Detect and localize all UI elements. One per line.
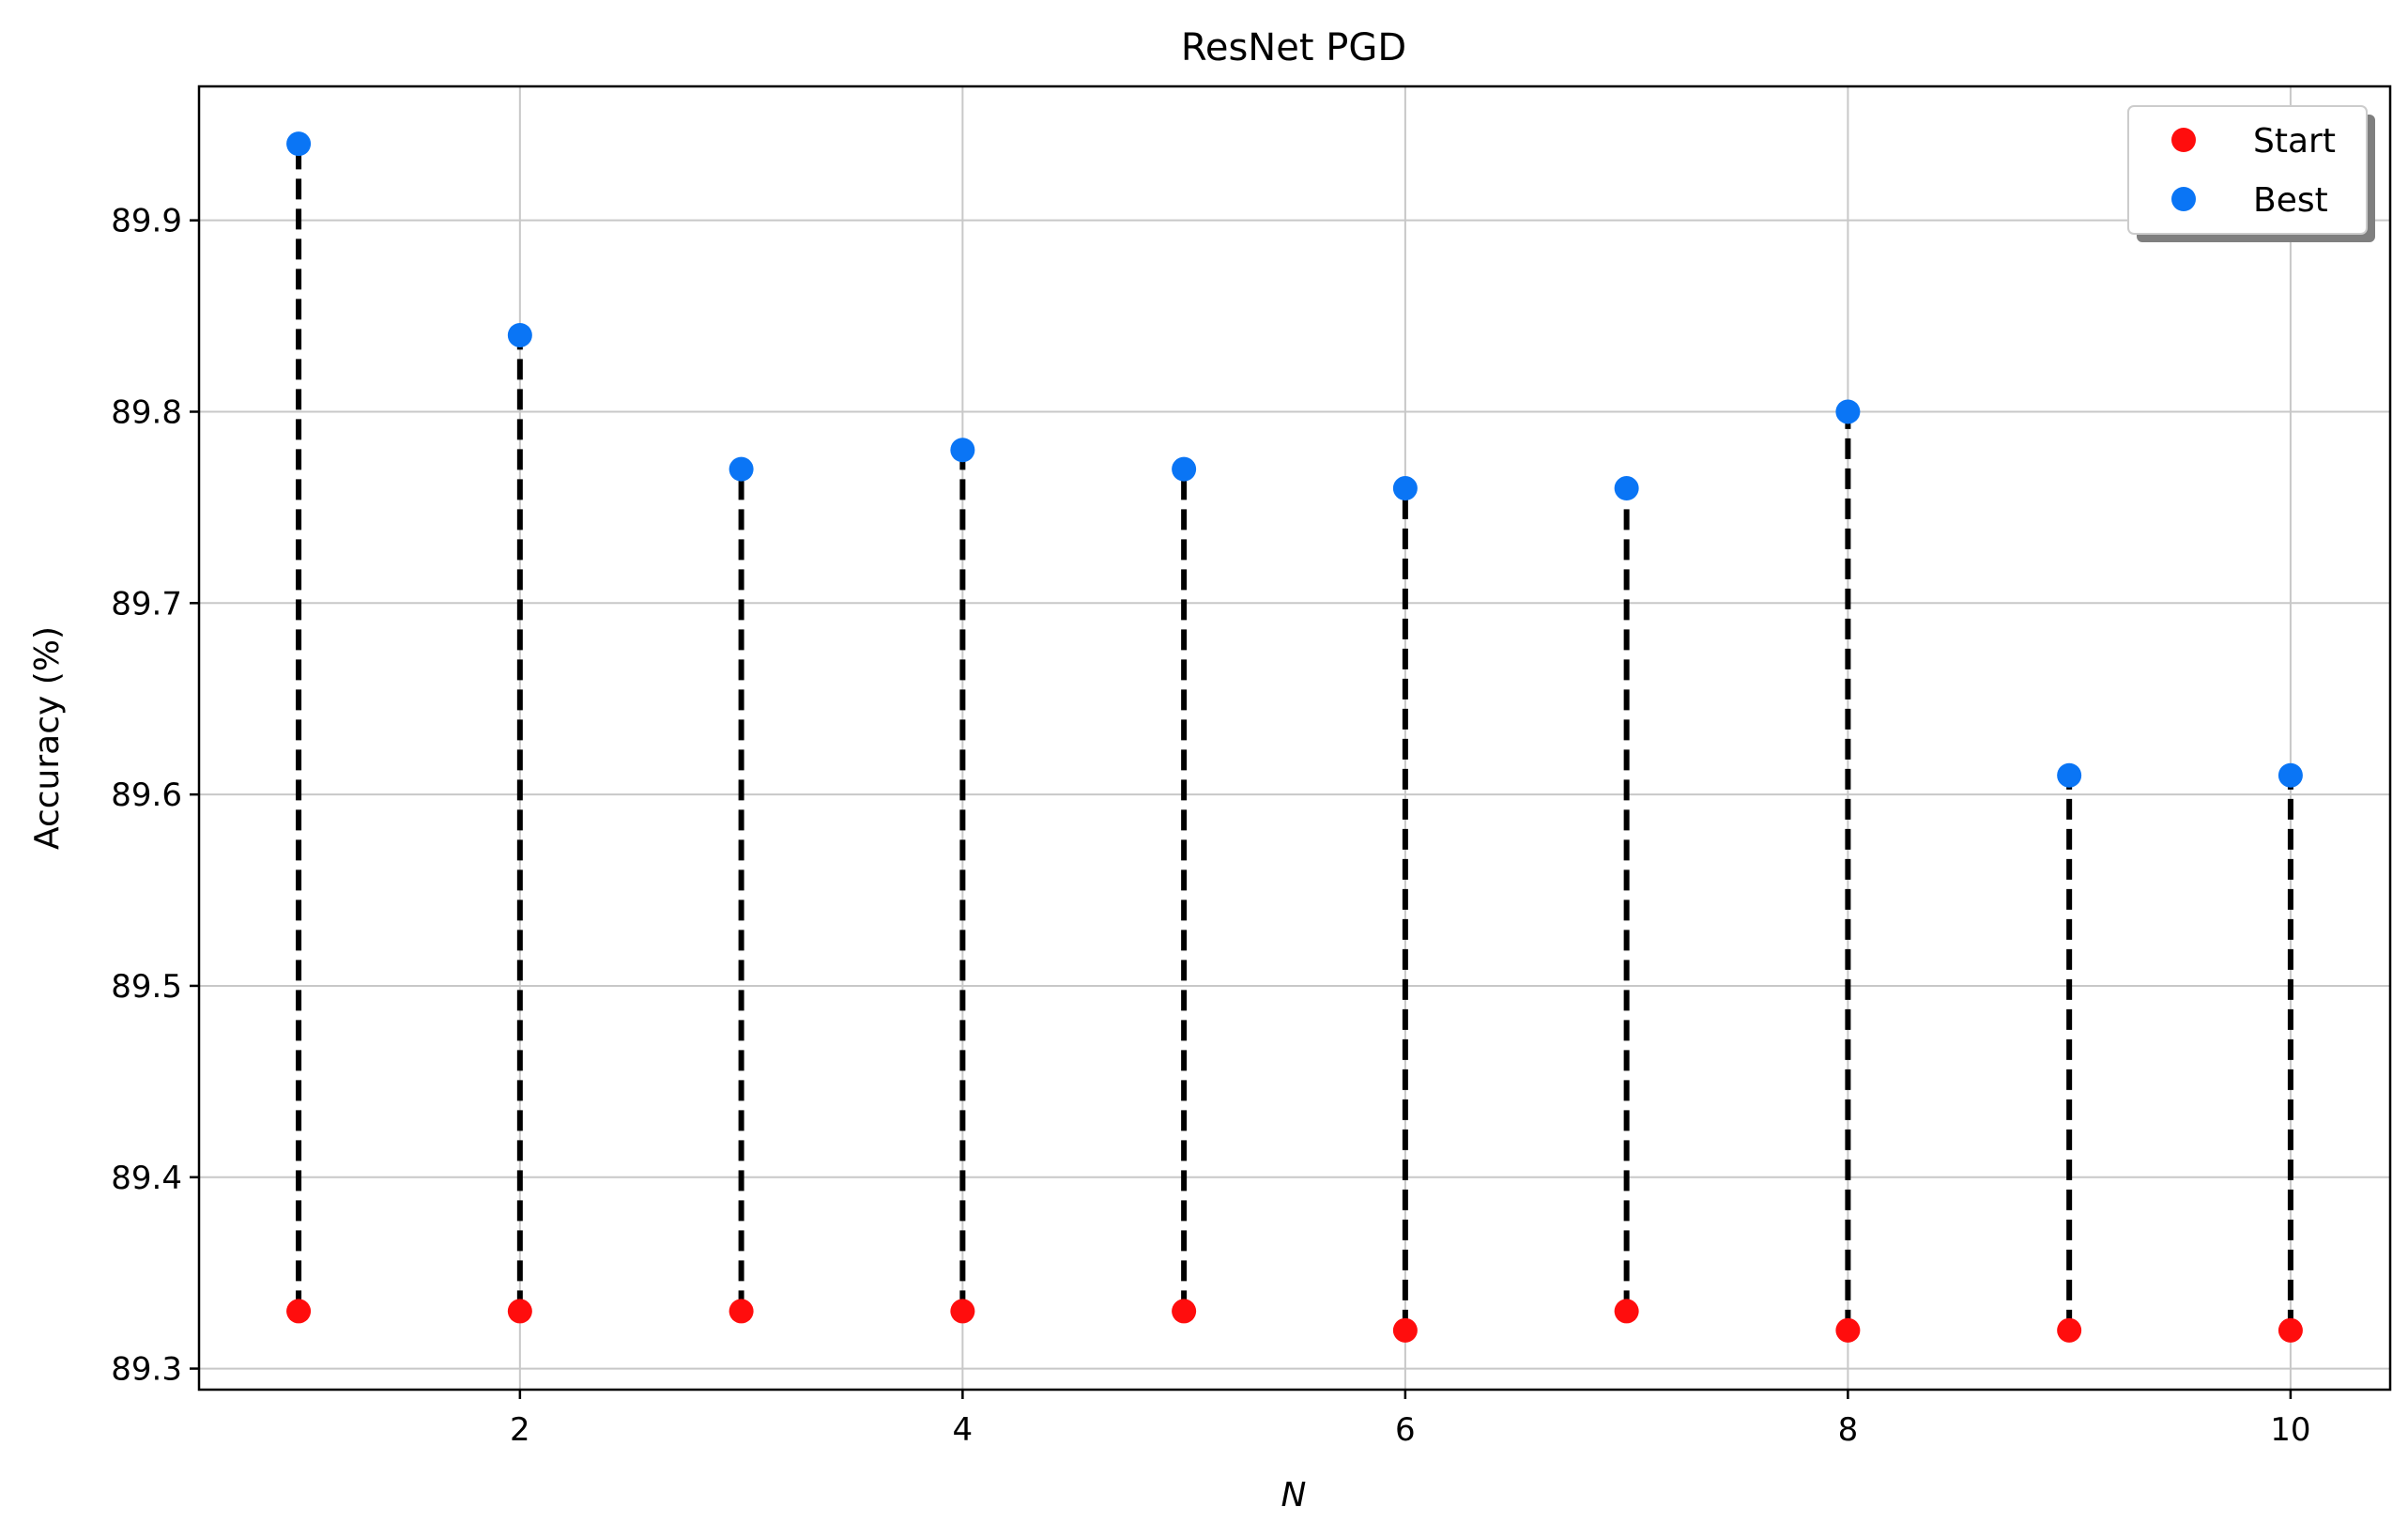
point-best — [1392, 476, 1418, 501]
point-best — [1172, 456, 1197, 482]
x-tick-label: 4 — [953, 1411, 974, 1449]
x-tick-label: 2 — [510, 1411, 530, 1449]
point-best — [2057, 762, 2082, 788]
point-start — [2057, 1317, 2082, 1343]
point-start — [2278, 1317, 2303, 1343]
point-best — [2278, 762, 2303, 788]
y-tick-label: 89.8 — [111, 393, 182, 431]
y-axis-label: Accuracy (%) — [28, 626, 67, 850]
plot-frame — [197, 85, 2392, 1392]
point-start — [1835, 1317, 1861, 1343]
point-best — [950, 438, 975, 463]
x-tick-label: 6 — [1395, 1411, 1416, 1449]
y-tick-label: 89.4 — [111, 1160, 182, 1197]
connector-lines — [296, 144, 2293, 1330]
legend-label-start: Start — [2253, 122, 2336, 161]
point-best — [507, 322, 532, 347]
point-start — [729, 1299, 754, 1324]
point-start — [950, 1299, 975, 1324]
y-tick-label: 89.3 — [111, 1351, 182, 1389]
legend: Start Best — [2127, 105, 2375, 242]
x-axis: 2 4 6 8 10 — [510, 1390, 2311, 1449]
y-tick-label: 89.5 — [111, 968, 182, 1006]
point-start — [507, 1299, 532, 1324]
grid — [199, 86, 2390, 1390]
point-start — [1392, 1317, 1418, 1343]
data-points — [286, 131, 2303, 1343]
x-tick-label: 8 — [1838, 1411, 1859, 1449]
y-tick-label: 89.7 — [111, 585, 182, 623]
legend-marker-best — [2171, 187, 2196, 211]
y-tick-label: 89.6 — [111, 777, 182, 814]
x-tick-label: 10 — [2270, 1411, 2310, 1449]
point-start — [1614, 1299, 1639, 1324]
point-best — [286, 131, 312, 157]
chart-title: ResNet PGD — [1181, 26, 1406, 69]
point-best — [1835, 399, 1861, 424]
point-start — [1172, 1299, 1197, 1324]
point-start — [286, 1299, 312, 1324]
point-best — [1614, 476, 1639, 501]
y-tick-label: 89.9 — [111, 203, 182, 240]
point-best — [729, 456, 754, 482]
x-axis-label: N — [1281, 1476, 1307, 1515]
y-axis: 89.3 89.4 89.5 89.6 89.7 89.8 89.9 — [111, 203, 199, 1389]
legend-marker-start — [2171, 128, 2196, 152]
legend-label-best: Best — [2253, 181, 2328, 220]
